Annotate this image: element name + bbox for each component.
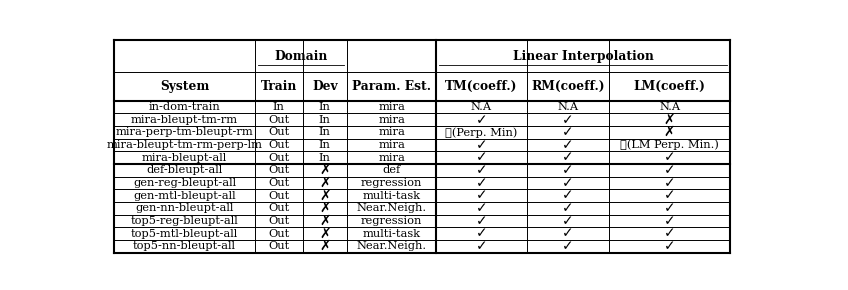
Text: gen-nn-bleupt-all: gen-nn-bleupt-all	[136, 203, 234, 213]
Text: ✗: ✗	[664, 125, 675, 139]
Text: ✗: ✗	[664, 113, 675, 127]
Text: top5-nn-bleupt-all: top5-nn-bleupt-all	[133, 241, 236, 251]
Text: ✓: ✓	[562, 214, 573, 228]
Text: ✓: ✓	[562, 201, 573, 215]
Text: Domain: Domain	[275, 50, 328, 63]
Text: ✓: ✓	[476, 214, 487, 228]
Text: ✓: ✓	[664, 188, 675, 203]
Text: In: In	[319, 127, 331, 137]
Text: ✓: ✓	[476, 226, 487, 240]
Text: ✓: ✓	[562, 176, 573, 190]
Text: multi-task: multi-task	[363, 229, 421, 239]
Text: In: In	[273, 102, 285, 112]
Text: mira: mira	[378, 127, 405, 137]
Text: ✗: ✗	[319, 163, 331, 177]
Text: ✓: ✓	[562, 163, 573, 177]
Text: gen-mtl-bleupt-all: gen-mtl-bleupt-all	[133, 191, 236, 201]
Text: In: In	[319, 153, 331, 163]
Text: ✗: ✗	[319, 214, 331, 228]
Text: LM(coeff.): LM(coeff.)	[633, 80, 706, 93]
Text: ✓: ✓	[664, 239, 675, 253]
Text: System: System	[159, 80, 209, 93]
Text: TM(coeff.): TM(coeff.)	[445, 80, 517, 93]
Text: Out: Out	[268, 216, 289, 226]
Text: ✗: ✗	[319, 176, 331, 190]
Text: mira-bleupt-all: mira-bleupt-all	[142, 153, 227, 163]
Text: RM(coeff.): RM(coeff.)	[531, 80, 605, 93]
Text: ✓: ✓	[562, 151, 573, 165]
Text: ✓: ✓	[476, 188, 487, 203]
Text: ✓: ✓	[562, 125, 573, 139]
Text: Out: Out	[268, 115, 289, 125]
Text: ✓: ✓	[562, 138, 573, 152]
Text: Out: Out	[268, 140, 289, 150]
Text: mira: mira	[378, 153, 405, 163]
Text: ✓(Perp. Min): ✓(Perp. Min)	[445, 127, 517, 137]
Text: top5-mtl-bleupt-all: top5-mtl-bleupt-all	[131, 229, 238, 239]
Text: Param. Est.: Param. Est.	[352, 80, 431, 93]
Text: ✗: ✗	[319, 226, 331, 240]
Text: mira-perp-tm-bleupt-rm: mira-perp-tm-bleupt-rm	[115, 127, 254, 137]
Text: Out: Out	[268, 165, 289, 175]
Text: ✗: ✗	[319, 239, 331, 253]
Text: ✓: ✓	[476, 151, 487, 165]
Text: mira-bleupt-tm-rm: mira-bleupt-tm-rm	[131, 115, 238, 125]
Text: ✓: ✓	[664, 151, 675, 165]
Text: ✓: ✓	[664, 201, 675, 215]
Text: Out: Out	[268, 229, 289, 239]
Text: multi-task: multi-task	[363, 191, 421, 201]
Text: ✓: ✓	[664, 163, 675, 177]
Text: mira: mira	[378, 102, 405, 112]
Text: in-dom-train: in-dom-train	[148, 102, 220, 112]
Text: ✗: ✗	[319, 188, 331, 203]
Text: def-bleupt-all: def-bleupt-all	[147, 165, 223, 175]
Text: Near.Neigh.: Near.Neigh.	[356, 203, 427, 213]
Text: gen-reg-bleupt-all: gen-reg-bleupt-all	[133, 178, 236, 188]
Text: ✓: ✓	[664, 226, 675, 240]
Text: Linear Interpolation: Linear Interpolation	[513, 50, 654, 63]
Text: ✓: ✓	[562, 226, 573, 240]
Text: ✓: ✓	[562, 239, 573, 253]
Text: mira-bleupt-tm-rm-perp-lm: mira-bleupt-tm-rm-perp-lm	[107, 140, 263, 150]
Text: Out: Out	[268, 127, 289, 137]
Text: N.A: N.A	[471, 102, 492, 112]
Text: Out: Out	[268, 153, 289, 163]
Text: ✓: ✓	[562, 188, 573, 203]
Text: ✓: ✓	[476, 163, 487, 177]
Text: ✓: ✓	[476, 201, 487, 215]
Text: N.A: N.A	[557, 102, 578, 112]
Text: ✓: ✓	[476, 176, 487, 190]
Text: In: In	[319, 140, 331, 150]
Text: Out: Out	[268, 178, 289, 188]
Text: ✓(LM Perp. Min.): ✓(LM Perp. Min.)	[620, 140, 719, 150]
Text: top5-reg-bleupt-all: top5-reg-bleupt-all	[131, 216, 238, 226]
Text: ✓: ✓	[476, 138, 487, 152]
Text: Out: Out	[268, 241, 289, 251]
Text: ✗: ✗	[319, 201, 331, 215]
Text: Out: Out	[268, 191, 289, 201]
Text: N.A: N.A	[659, 102, 680, 112]
Text: Dev: Dev	[312, 80, 338, 93]
Text: def: def	[382, 165, 400, 175]
Text: ✓: ✓	[664, 176, 675, 190]
Text: In: In	[319, 102, 331, 112]
Text: Out: Out	[268, 203, 289, 213]
Text: regression: regression	[361, 216, 422, 226]
Text: In: In	[319, 115, 331, 125]
Text: ✓: ✓	[664, 214, 675, 228]
Text: mira: mira	[378, 140, 405, 150]
Text: regression: regression	[361, 178, 422, 188]
Text: ✓: ✓	[476, 113, 487, 127]
Text: ✓: ✓	[562, 113, 573, 127]
Text: Near.Neigh.: Near.Neigh.	[356, 241, 427, 251]
Text: ✓: ✓	[476, 239, 487, 253]
Text: Train: Train	[260, 80, 297, 93]
Text: mira: mira	[378, 115, 405, 125]
